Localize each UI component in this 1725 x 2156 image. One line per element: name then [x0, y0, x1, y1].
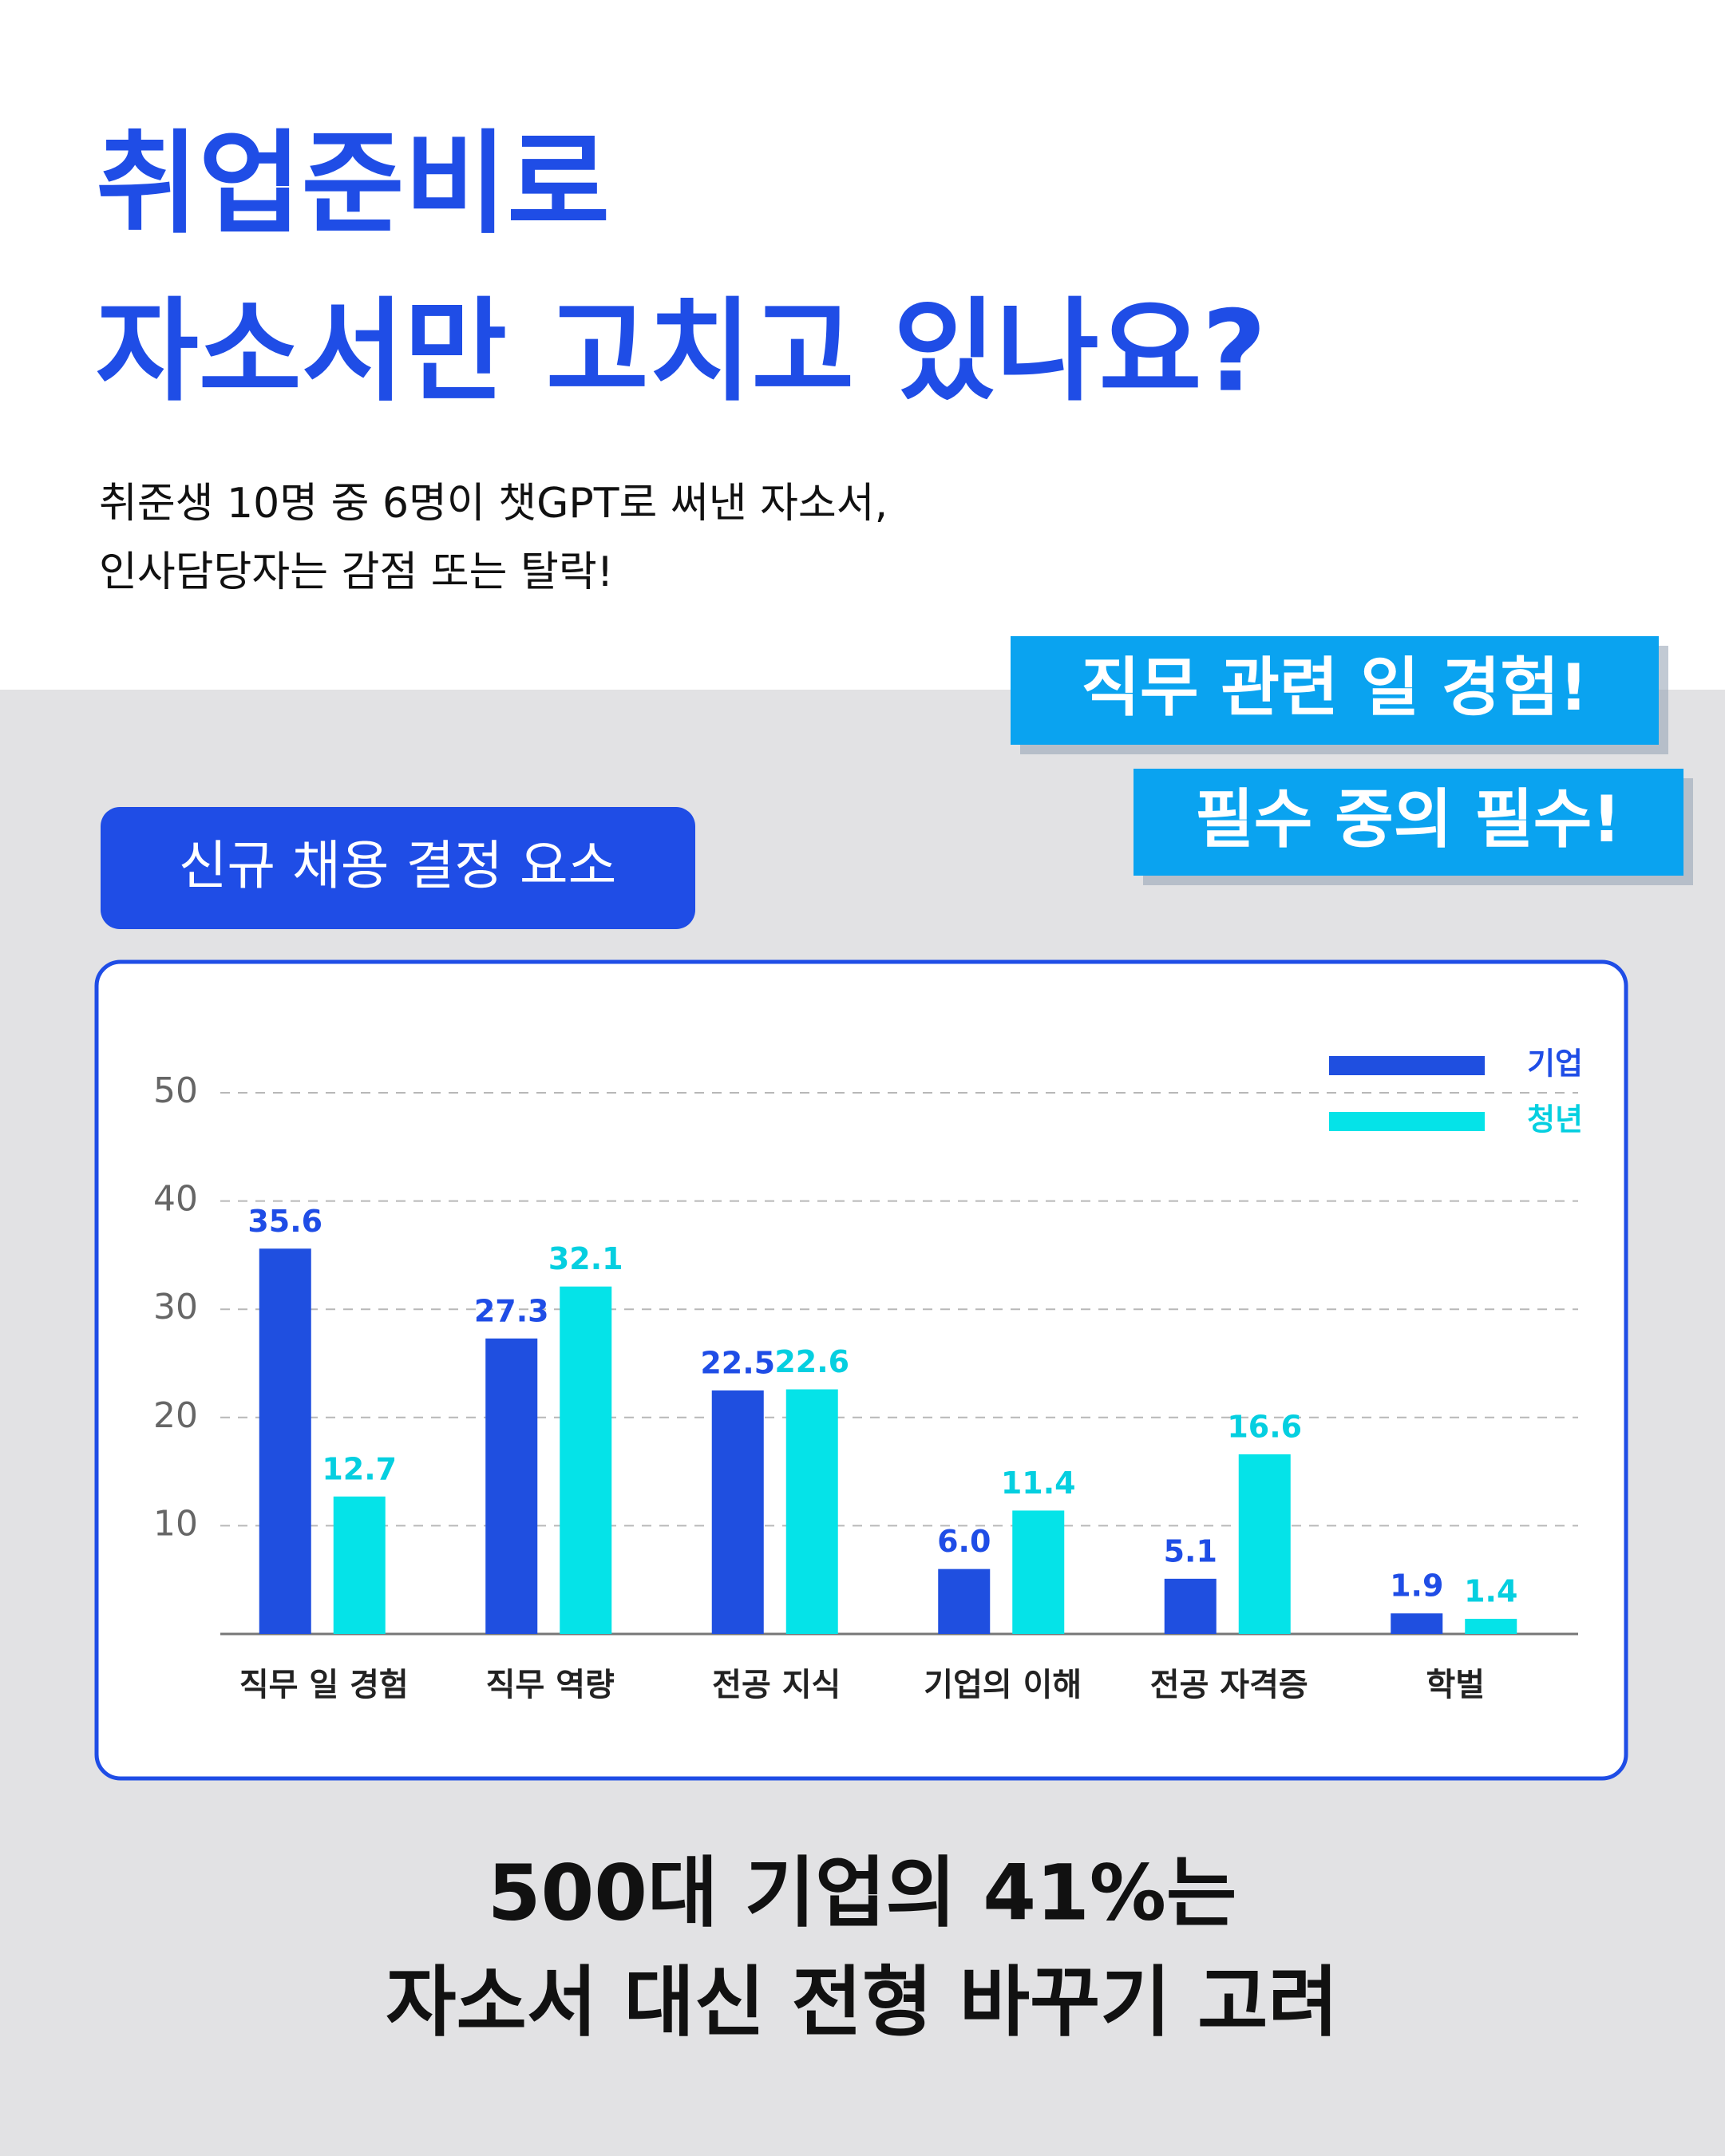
y-tick-label: 40 [153, 1179, 198, 1220]
bar [1465, 1619, 1517, 1634]
plot: 10 20 30 40 50 직무 일 경험 35.6 12.7 직무 역량 27.3 32.1 전공… [153, 1046, 1583, 1704]
bar [560, 1286, 612, 1634]
legend-swatch [1329, 1056, 1485, 1075]
callout-text: 직무 관련 일 경험! [1081, 651, 1588, 725]
x-tick-label: 직무 일 경험 [239, 1667, 409, 1703]
y-tick-label: 50 [153, 1070, 198, 1111]
bar [711, 1390, 764, 1634]
y-tick-label: 20 [153, 1395, 198, 1436]
legend-label: 청년 [1527, 1102, 1583, 1137]
callout-text: 필수 중의 필수! [1195, 782, 1621, 856]
y-tick-label: 30 [153, 1287, 198, 1327]
value-label: 1.4 [1464, 1574, 1517, 1609]
legend-swatch [1329, 1112, 1485, 1131]
value-label: 6.0 [937, 1524, 991, 1559]
value-label: 32.1 [548, 1241, 623, 1276]
x-tick-label: 학벌 [1426, 1667, 1485, 1703]
x-tick-label: 기업의 이해 [924, 1667, 1082, 1703]
bar [1164, 1578, 1217, 1634]
value-label: 27.3 [474, 1293, 549, 1328]
subtitle-line: 취준생 10명 중 6명이 챗GPT로 써낸 자소서, [99, 480, 888, 528]
bar [1238, 1454, 1291, 1634]
callout-box [1134, 769, 1683, 876]
x-tick-label: 직무 역량 [486, 1667, 615, 1703]
title-line: 취업준비로 [96, 120, 610, 250]
bar [938, 1569, 991, 1634]
bar [785, 1389, 838, 1634]
legend-label: 기업 [1527, 1046, 1583, 1082]
value-label: 22.6 [774, 1344, 849, 1379]
bar [259, 1248, 311, 1634]
footer-line: 500대 기업의 41%는 [488, 1848, 1237, 1937]
value-label: 1.9 [1390, 1569, 1443, 1604]
top-background [0, 0, 1725, 690]
chart-title-box [101, 807, 695, 929]
bar [1391, 1613, 1443, 1634]
chart-panel [94, 959, 1628, 1781]
bar [485, 1338, 538, 1634]
chart-title: 신규 채용 결정 요소 [179, 835, 617, 896]
value-label: 22.5 [700, 1345, 775, 1380]
bar [333, 1496, 386, 1634]
value-label: 16.6 [1227, 1409, 1302, 1444]
x-tick-label: 전공 지식 [712, 1667, 841, 1703]
value-label: 35.6 [247, 1204, 322, 1239]
value-label: 11.4 [1001, 1466, 1076, 1501]
callout-box [1011, 636, 1659, 745]
y-tick-label: 10 [153, 1503, 198, 1544]
value-label: 5.1 [1164, 1533, 1217, 1569]
bar [1012, 1510, 1065, 1634]
subtitle-line: 인사담당자는 감점 또는 탈락! [99, 548, 614, 596]
title-line: 자소서만 고치고 있나요? [96, 287, 1267, 417]
footer-line: 자소서 대신 전형 바꾸기 고려 [386, 1957, 1339, 2047]
x-tick-label: 전공 자격증 [1150, 1667, 1308, 1703]
value-label: 12.7 [322, 1451, 397, 1486]
